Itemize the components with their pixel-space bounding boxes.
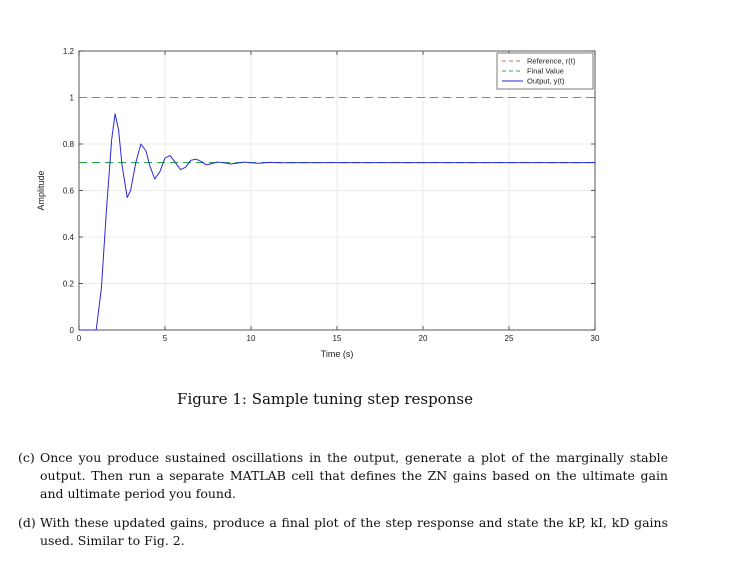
- x-tick-label: 30: [591, 334, 600, 343]
- figure: 0 5 10 15 20 25 30 0 0.2 0.4 0.6 0.8 1 1.2 Time (s) A…: [36, 47, 600, 359]
- y-tick-label: 0.6: [63, 187, 75, 196]
- x-axis-label: Time (s): [321, 349, 354, 359]
- legend-entry: Reference, r(t): [527, 57, 576, 66]
- y-tick-label: 0: [70, 326, 75, 335]
- y-axis-label: Amplitude: [36, 170, 46, 210]
- step-response-chart: 0 5 10 15 20 25 30 0 0.2 0.4 0.6 0.8 1 1.2 Time (s) A…: [36, 47, 600, 359]
- list-item-marker: (c): [18, 450, 35, 465]
- y-tick-label: 0.8: [63, 140, 75, 149]
- legend-entry: Output, y(t): [527, 77, 565, 86]
- y-tick-label: 0.4: [63, 233, 75, 242]
- list-item: (c) Once you produce sustained oscillati…: [18, 449, 668, 503]
- x-tick-label: 15: [333, 334, 342, 343]
- series-line: [79, 113, 595, 331]
- x-tick-label: 25: [505, 334, 514, 343]
- y-tick-label: 1: [70, 94, 75, 103]
- y-tick-label: 1.2: [63, 47, 75, 56]
- series-lines: [79, 96, 595, 331]
- y-tick-label: 0.2: [63, 280, 75, 289]
- grid: [78, 50, 596, 331]
- list-item-text: Once you produce sustained oscillations …: [40, 450, 668, 501]
- list-item-marker: (d): [18, 515, 36, 530]
- x-tick-label: 20: [419, 334, 428, 343]
- list-item: (d) With these updated gains, produce a …: [18, 514, 668, 550]
- x-tick-label: 0: [77, 334, 82, 343]
- figure-caption: Figure 1: Sample tuning step response: [177, 390, 473, 408]
- legend-entry: Final Value: [527, 67, 564, 76]
- x-tick-label: 10: [247, 334, 256, 343]
- list-item-text: With these updated gains, produce a fina…: [40, 515, 668, 548]
- x-tick-label: 5: [163, 334, 168, 343]
- axis-ticks: 0 5 10 15 20 25 30 0 0.2 0.4 0.6 0.8 1 1.2: [63, 47, 600, 343]
